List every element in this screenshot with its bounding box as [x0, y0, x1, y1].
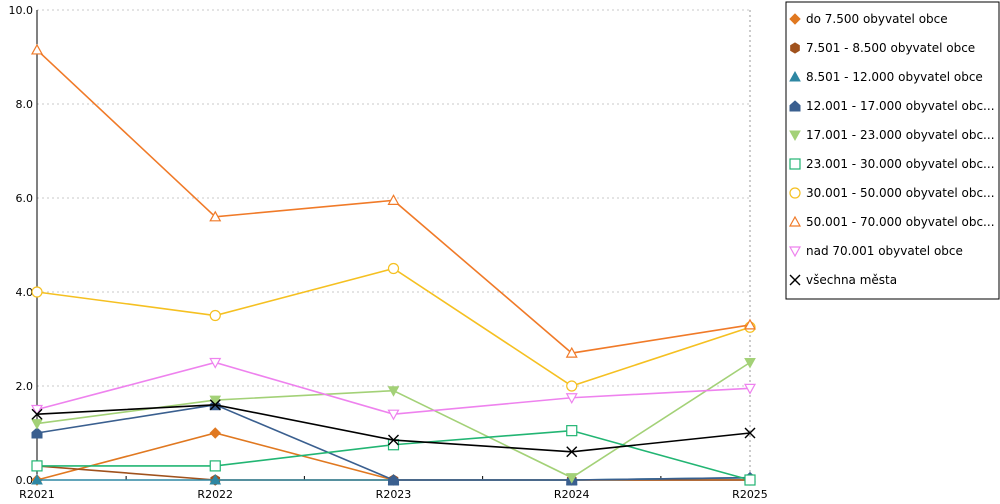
legend-marker — [789, 70, 801, 82]
data-point — [31, 408, 43, 420]
legend-marker — [789, 274, 801, 286]
series-6 — [31, 425, 756, 486]
data-point — [209, 460, 221, 472]
data-point — [744, 427, 756, 439]
legend-item[interactable]: 50.001 - 70.000 obyvatel obc... — [788, 215, 995, 229]
legend-item[interactable]: 12.001 - 17.000 obyvatel obc... — [789, 99, 995, 113]
data-point — [744, 358, 756, 369]
legend-label: 30.001 - 50.000 obyvatel obc... — [806, 186, 995, 200]
legend-marker — [788, 246, 802, 258]
data-point — [387, 439, 400, 451]
legend-item[interactable]: 8.501 - 12.000 obyvatel obce — [789, 70, 983, 84]
legend-item[interactable]: všechna města — [789, 273, 897, 287]
legend-marker — [789, 187, 801, 199]
data-point — [209, 309, 221, 322]
data-point — [566, 380, 578, 392]
x-tick-label: R2022 — [197, 488, 233, 500]
data-point — [743, 318, 757, 330]
series-9 — [30, 357, 757, 421]
x-tick-label: R2021 — [19, 488, 55, 500]
data-point — [31, 286, 43, 298]
legend-label: nad 70.001 obyvatel obce — [806, 244, 963, 258]
y-tick-label: 10.0 — [9, 4, 34, 17]
series-7 — [31, 262, 756, 392]
series-8 — [30, 43, 757, 358]
legend-label: do 7.500 obyvatel obce — [806, 12, 948, 26]
legend-label: všechna města — [806, 273, 897, 287]
legend-marker — [789, 13, 801, 25]
data-point — [566, 446, 578, 458]
data-point — [209, 357, 222, 369]
legend-box — [785, 1, 1000, 300]
legend-label: 7.501 - 8.500 obyvatel obce — [806, 41, 975, 55]
legend-label: 8.501 - 12.000 obyvatel obce — [806, 70, 983, 84]
legend-marker — [789, 158, 801, 170]
legend-item[interactable]: 30.001 - 50.000 obyvatel obc... — [789, 186, 995, 200]
y-tick-label: 0.0 — [16, 474, 34, 487]
data-point — [566, 425, 578, 437]
legend-label: 50.001 - 70.000 obyvatel obc... — [806, 215, 995, 229]
legend-label: 17.001 - 23.000 obyvatel obc... — [806, 128, 995, 142]
series-layer — [30, 43, 757, 486]
data-point — [565, 346, 578, 358]
y-tick-label: 6.0 — [16, 192, 34, 205]
y-tick-label: 8.0 — [16, 98, 34, 111]
legend-item[interactable]: do 7.500 obyvatel obce — [789, 12, 948, 26]
data-point — [31, 473, 43, 485]
data-point — [209, 395, 222, 407]
data-point — [388, 434, 399, 446]
data-point — [744, 474, 756, 486]
series-5 — [31, 358, 756, 484]
data-point — [565, 393, 578, 404]
legend-marker — [788, 215, 802, 227]
legend-marker — [789, 130, 801, 142]
data-point — [209, 210, 222, 222]
axis-layer: 0.0 2.0 4.0 6.0 8.0 10.0 R2021 R2022 R2023 R2024 R… — [9, 4, 768, 501]
legend[interactable]: do 7.500 obyvatel obce 7.501 - 8.500 obyv… — [785, 1, 1000, 300]
y-tick-label: 2.0 — [16, 380, 34, 393]
data-point — [388, 474, 399, 486]
x-tick-label: R2025 — [732, 488, 768, 500]
series-line — [37, 429, 751, 481]
series-line — [36, 267, 751, 387]
data-point — [30, 43, 44, 55]
legend-marker — [790, 42, 800, 54]
x-stroke — [789, 274, 801, 286]
data-point — [387, 262, 400, 275]
legend-marker — [789, 100, 801, 112]
x-tick-label: R2023 — [376, 488, 412, 500]
x-stroke — [209, 399, 221, 411]
data-point — [387, 194, 400, 205]
legend-item[interactable]: nad 70.001 obyvatel obce — [788, 244, 963, 258]
x-tick-label: R2024 — [554, 488, 590, 500]
x-stroke — [388, 434, 399, 446]
legend-item[interactable]: 17.001 - 23.000 obyvatel obc... — [789, 128, 995, 142]
data-point — [743, 383, 757, 395]
data-point — [209, 473, 222, 485]
data-point — [30, 404, 44, 416]
x-stroke — [31, 408, 43, 420]
data-point — [387, 386, 400, 397]
y-tick-label: 4.0 — [16, 286, 34, 299]
legend-label: 12.001 - 17.000 obyvatel obc... — [806, 99, 995, 113]
x-stroke — [566, 446, 578, 458]
data-point — [209, 399, 221, 411]
data-point — [387, 409, 400, 421]
data-point — [31, 427, 43, 439]
data-point — [565, 473, 578, 484]
x-stroke — [744, 427, 756, 439]
data-point — [31, 419, 43, 430]
legend-label: 23.001 - 30.000 obyvatel obc... — [806, 157, 995, 171]
legend-item[interactable]: 7.501 - 8.500 obyvatel obce — [790, 41, 976, 55]
legend-item[interactable]: 23.001 - 30.000 obyvatel obc... — [789, 157, 995, 171]
data-point — [209, 427, 221, 439]
data-point — [31, 460, 43, 472]
series-10 — [31, 399, 756, 458]
